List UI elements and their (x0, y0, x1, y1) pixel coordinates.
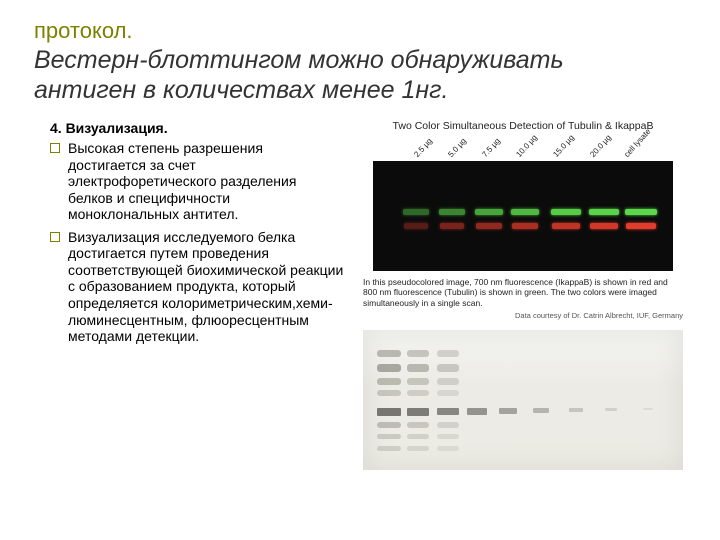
title-line-2b: антиген в количествах менее 1нг. (34, 75, 692, 106)
green-band (403, 209, 429, 215)
right-column: Two Color Simultaneous Detection of Tubu… (354, 120, 692, 470)
membrane-smear (437, 434, 459, 439)
bullet-list: Высокая степень разрешения достигается з… (34, 140, 344, 344)
body-row: 4. Визуализация. Высокая степень разреше… (34, 120, 692, 470)
figure-1-title: Two Color Simultaneous Detection of Tubu… (363, 120, 683, 132)
figure-1: Two Color Simultaneous Detection of Tubu… (363, 120, 683, 320)
membrane-smear (407, 446, 429, 451)
membrane-band (407, 408, 429, 416)
membrane-smear (407, 350, 429, 357)
red-band (476, 223, 502, 229)
lane-label: 5.0 µg (446, 136, 468, 159)
figure-1-credit: Data courtesy of Dr. Catrin Albrecht, IU… (363, 311, 683, 320)
membrane-smear (377, 390, 401, 396)
green-band (625, 209, 657, 215)
membrane-smear (437, 350, 459, 357)
figure-2-membrane (363, 330, 683, 470)
membrane-band (377, 408, 401, 416)
green-band (511, 209, 539, 215)
slide: протокол. Вестерн-блоттингом можно обнар… (0, 0, 720, 540)
membrane-band (467, 408, 487, 415)
red-band (404, 223, 428, 229)
green-band (439, 209, 465, 215)
membrane-smear (407, 422, 429, 428)
figure-1-blot (373, 161, 673, 271)
lane-label: 20.0 µg (588, 133, 613, 159)
title-line-1: протокол. (34, 18, 692, 45)
membrane-smear (407, 434, 429, 439)
red-band (552, 223, 580, 229)
lane-label: 7.5 µg (480, 136, 502, 159)
green-band (475, 209, 503, 215)
lane-label: 10.0 µg (514, 133, 539, 159)
title-block: протокол. Вестерн-блоттингом можно обнар… (34, 18, 692, 106)
bullet-2: Визуализация исследуемого белка достигае… (50, 229, 344, 345)
membrane-smear (437, 378, 459, 385)
membrane-smear (377, 446, 401, 451)
red-band (590, 223, 618, 229)
membrane-smear (437, 446, 459, 451)
red-band (626, 223, 656, 229)
membrane-band (643, 408, 653, 410)
red-band (440, 223, 464, 229)
figure-1-caption: In this pseudocolored image, 700 nm fluo… (363, 277, 683, 309)
membrane-band (499, 408, 517, 414)
lane-label: 15.0 µg (551, 133, 576, 159)
section-heading: 4. Визуализация. (50, 120, 344, 137)
membrane-smear (377, 350, 401, 357)
membrane-smear (437, 422, 459, 428)
lane-label: 2.5 µg (412, 136, 434, 159)
membrane-band (533, 408, 549, 413)
membrane-smear (437, 364, 459, 372)
left-column: 4. Визуализация. Высокая степень разреше… (34, 120, 344, 470)
membrane-band (437, 408, 459, 415)
figure-2 (363, 330, 683, 470)
green-band (589, 209, 619, 215)
membrane-smear (377, 434, 401, 439)
membrane-smear (407, 364, 429, 372)
title-line-2a: Вестерн-блоттингом можно обнаруживать (34, 45, 692, 76)
membrane-smear (377, 422, 401, 428)
membrane-smear (377, 378, 401, 385)
green-band (551, 209, 581, 215)
red-band (512, 223, 538, 229)
membrane-smear (437, 390, 459, 396)
membrane-smear (407, 378, 429, 385)
membrane-smear (377, 364, 401, 372)
bullet-1: Высокая степень разрешения достигается з… (50, 140, 344, 223)
membrane-band (605, 408, 617, 411)
figure-1-lane-labels: 2.5 µg5.0 µg7.5 µg10.0 µg15.0 µg20.0 µgc… (363, 135, 683, 161)
membrane-band (569, 408, 583, 412)
membrane-smear (407, 390, 429, 396)
